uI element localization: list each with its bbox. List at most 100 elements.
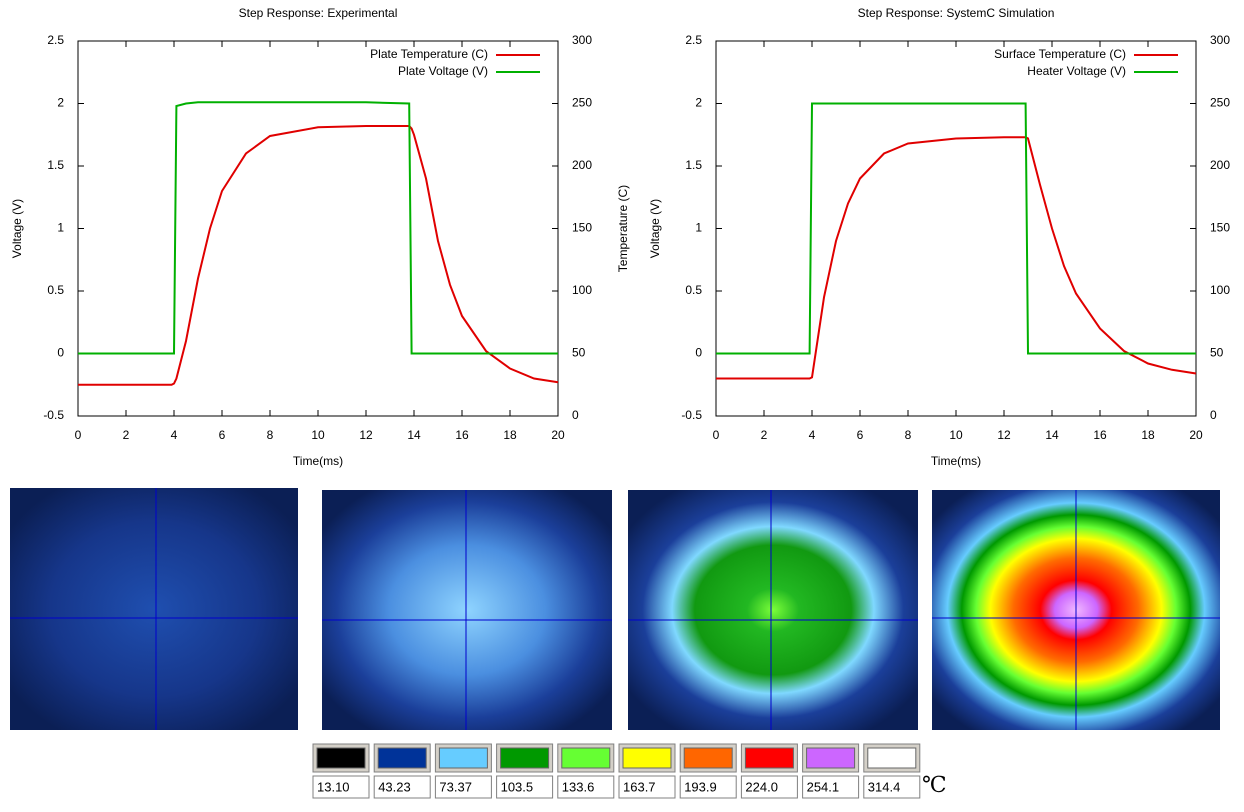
legend-color: [561, 747, 611, 769]
y2-tick-label: 300: [572, 33, 592, 47]
legend-value-box: [434, 775, 492, 799]
unit-label: ℃: [922, 772, 947, 797]
legend-value-box: [863, 775, 921, 799]
x-axis-label: Time(ms): [293, 454, 343, 468]
x-tick-label: 8: [267, 428, 274, 442]
y2-tick-label: 0: [572, 408, 579, 422]
x-tick-label: 10: [949, 428, 963, 442]
y2-tick-label: 0: [1210, 408, 1217, 422]
y-tick-label: 0: [695, 346, 702, 360]
legend-label: Surface Temperature (C): [994, 47, 1126, 61]
thermal-image: [10, 488, 298, 730]
legend-value: 224.0: [745, 779, 778, 794]
legend-value: 43.23: [378, 779, 411, 794]
x-tick-label: 14: [1045, 428, 1059, 442]
plot-frame: [715, 40, 1197, 417]
legend-color: [683, 747, 733, 769]
thermal-image: [628, 490, 918, 730]
x-tick-label: 6: [219, 428, 226, 442]
y2-tick-label: 150: [1210, 221, 1230, 235]
y-tick-label: 2.5: [685, 33, 702, 47]
data-line: [78, 101, 558, 355]
x-tick-label: 14: [407, 428, 421, 442]
chart-title: Step Response: SystemC Simulation: [858, 6, 1055, 20]
x-axis-label: Time(ms): [931, 454, 981, 468]
y2-tick-label: 250: [572, 96, 592, 110]
y-tick-label: 0.5: [47, 283, 64, 297]
y-axis-label: Voltage (V): [10, 199, 24, 258]
x-tick-label: 4: [171, 428, 178, 442]
legend-value-box: [802, 775, 860, 799]
legend-value: 163.7: [623, 779, 656, 794]
y-tick-label: 1: [57, 221, 64, 235]
thermal-image: [322, 490, 612, 730]
y-tick-label: 1: [695, 221, 702, 235]
legend-value: 193.9: [684, 779, 717, 794]
y2-axis-label: Temperature (C): [616, 185, 630, 272]
legend-color: [622, 747, 672, 769]
y-tick-label: 2.5: [47, 33, 64, 47]
legend-value: 13.10: [317, 779, 350, 794]
legend-label: Plate Voltage (V): [398, 64, 488, 78]
legend-color: [438, 747, 488, 769]
y2-tick-label: 200: [1210, 158, 1230, 172]
x-tick-label: 12: [359, 428, 373, 442]
y-tick-label: -0.5: [43, 408, 64, 422]
x-tick-label: 18: [1141, 428, 1155, 442]
y-tick-label: 1.5: [47, 158, 64, 172]
x-tick-label: 16: [455, 428, 469, 442]
x-tick-label: 10: [311, 428, 325, 442]
legend-color: [316, 747, 366, 769]
x-tick-label: 20: [551, 428, 565, 442]
y-tick-label: 2: [57, 96, 64, 110]
y2-tick-label: 50: [572, 346, 586, 360]
x-tick-label: 2: [761, 428, 768, 442]
legend-value-box: [557, 775, 615, 799]
x-tick-label: 0: [713, 428, 720, 442]
x-tick-label: 6: [857, 428, 864, 442]
x-tick-label: 0: [75, 428, 82, 442]
y-tick-label: 1.5: [685, 158, 702, 172]
x-tick-label: 16: [1093, 428, 1107, 442]
y2-tick-label: 300: [1210, 33, 1230, 47]
legend-label: Plate Temperature (C): [370, 47, 488, 61]
legend-value-box: [373, 775, 431, 799]
legend-value-box: [679, 775, 737, 799]
y-tick-label: -0.5: [681, 408, 702, 422]
data-line: [716, 136, 1197, 380]
legend-value: 73.37: [439, 779, 472, 794]
y-tick-label: 2: [695, 96, 702, 110]
thermal-images: [10, 488, 1220, 730]
y-axis-label: Voltage (V): [648, 199, 662, 258]
data-line: [716, 102, 1196, 355]
y2-tick-label: 100: [572, 283, 592, 297]
data-line: [78, 125, 559, 386]
y2-tick-label: 100: [1210, 283, 1230, 297]
legend-color: [377, 747, 427, 769]
x-tick-label: 8: [905, 428, 912, 442]
legend-value-box: [312, 775, 370, 799]
y-tick-label: 0: [57, 346, 64, 360]
y2-tick-label: 200: [572, 158, 592, 172]
x-tick-label: 4: [809, 428, 816, 442]
legend-value-box: [740, 775, 798, 799]
legend-color: [867, 747, 917, 769]
legend-label: Heater Voltage (V): [1027, 64, 1126, 78]
legend-value: 103.5: [501, 779, 534, 794]
x-tick-label: 18: [503, 428, 517, 442]
legend-color: [500, 747, 550, 769]
legend-value: 314.4: [868, 779, 901, 794]
legend-value-box: [618, 775, 676, 799]
plot-frame: [77, 40, 559, 417]
x-tick-label: 12: [997, 428, 1011, 442]
chart-title: Step Response: Experimental: [239, 6, 398, 20]
y-tick-label: 0.5: [685, 283, 702, 297]
x-tick-label: 20: [1189, 428, 1203, 442]
x-tick-label: 2: [123, 428, 130, 442]
legend-value-box: [496, 775, 554, 799]
legend-value: 133.6: [562, 779, 595, 794]
y2-tick-label: 250: [1210, 96, 1230, 110]
legend-color: [806, 747, 856, 769]
y2-tick-label: 50: [1210, 346, 1224, 360]
